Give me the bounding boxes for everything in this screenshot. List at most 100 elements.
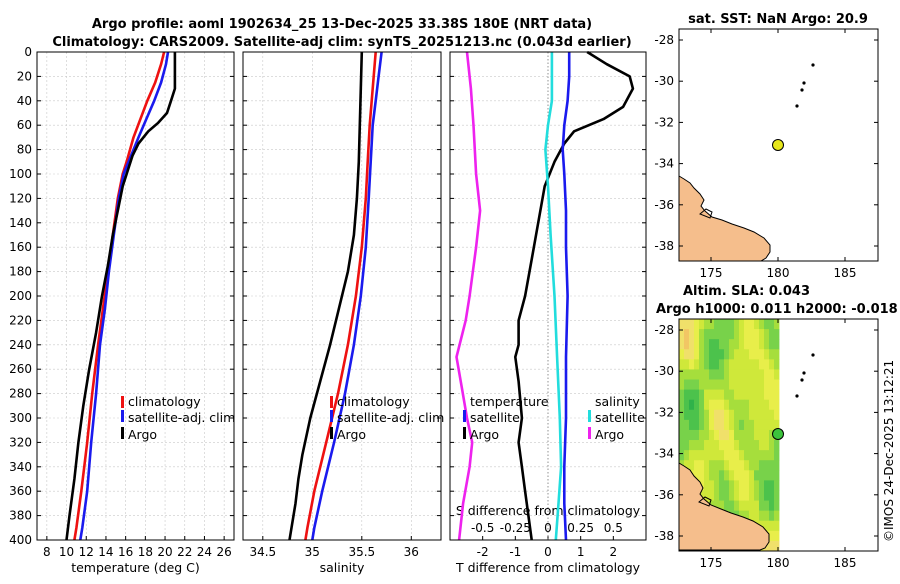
sla-cell	[764, 349, 770, 360]
sla-cell	[709, 460, 715, 471]
sla-cell	[774, 319, 780, 330]
sla-cell	[709, 419, 715, 431]
sla-cell	[714, 409, 720, 421]
sla-cell	[739, 329, 745, 340]
sla-cell	[769, 429, 775, 441]
sla-cell	[769, 409, 775, 421]
sla-cell	[684, 359, 690, 370]
x-tick-label: 8	[43, 545, 51, 559]
sla-cell	[724, 379, 730, 391]
sla-cell	[724, 500, 730, 512]
sla-cell	[699, 369, 705, 380]
sla-cell	[714, 480, 720, 491]
sla-cell	[679, 429, 685, 441]
series-climatology	[304, 51, 377, 541]
sla-cell	[699, 440, 705, 451]
sla-cell	[754, 329, 760, 340]
sla-cell	[729, 480, 735, 491]
sla-cell	[729, 419, 735, 431]
series-argo	[288, 51, 364, 541]
temperature-legend: climatology satellite-adj. clim Argo	[121, 394, 235, 442]
sla-cell	[714, 450, 720, 461]
sla-cell	[704, 419, 710, 431]
sla-cell	[769, 319, 775, 330]
sla-cell	[679, 389, 685, 401]
island-dot	[800, 378, 804, 382]
sla-cell	[719, 319, 725, 330]
legend-swatch-satellite	[330, 410, 333, 422]
y-tick-label: 140	[9, 216, 32, 230]
sla-cell	[694, 389, 700, 401]
sla-cell	[689, 440, 695, 451]
sla-cell	[769, 540, 775, 552]
sla-cell	[709, 349, 715, 360]
sla-cell	[749, 470, 755, 481]
map-y-tick-label: -34	[654, 447, 674, 461]
sla-cell	[739, 510, 745, 522]
sla-cell	[714, 419, 720, 431]
sla-cell	[764, 510, 770, 522]
sla-cell	[759, 349, 765, 360]
legend-label-satellite: satellite-adj. clim	[337, 410, 444, 425]
sla-cell	[749, 409, 755, 421]
sla-cell	[739, 319, 745, 330]
legend-swatch-sal-satellite	[588, 410, 591, 422]
sla-cell	[729, 389, 735, 401]
map-y-tick-label: -30	[654, 364, 674, 378]
series-temperature-satellite	[561, 52, 571, 541]
sla-cell	[729, 329, 735, 340]
sla-cell	[704, 349, 710, 360]
sla-cell	[694, 339, 700, 350]
sla-cell	[749, 510, 755, 522]
sla-cell	[694, 440, 700, 451]
sla-cell	[694, 409, 700, 421]
sla-cell	[764, 460, 770, 471]
sla-cell	[694, 369, 700, 380]
legend-label-climatology: climatology	[128, 394, 201, 409]
y-tick-label: 200	[9, 289, 32, 303]
sla-cell	[694, 450, 700, 461]
sla-cell	[689, 379, 695, 391]
sla-cell	[724, 460, 730, 471]
top-tick-label: -0.25	[500, 521, 531, 535]
sla-cell	[724, 339, 730, 350]
sla-cell	[684, 369, 690, 380]
sla-cell	[739, 409, 745, 421]
map-y-tick-label: -28	[654, 323, 674, 337]
sla-cell	[734, 450, 740, 461]
sla-cell	[749, 480, 755, 491]
sla-cell	[729, 490, 735, 501]
sla-cell	[714, 389, 720, 401]
sla-cell	[759, 440, 765, 451]
island-outline	[698, 496, 712, 507]
sla-cell	[704, 429, 710, 441]
x-tick-label: 20	[157, 545, 172, 559]
sla-cell	[704, 329, 710, 340]
sla-cell	[754, 319, 760, 330]
difference-legend-salinity: salinity satellite Argo	[588, 394, 645, 442]
y-tick-label: 100	[9, 167, 32, 181]
sla-cell	[679, 440, 685, 451]
salinity-legend: climatology satellite-adj. clim Argo	[330, 394, 444, 442]
sla-cell	[754, 429, 760, 441]
sla-cell	[744, 329, 750, 340]
y-tick-label: 0	[24, 45, 32, 59]
map-y-tick-label: -32	[654, 405, 674, 419]
sla-cell	[774, 530, 780, 542]
sla-cell	[754, 510, 760, 522]
sla-cell	[689, 349, 695, 360]
sla-cell	[734, 409, 740, 421]
sla-cell	[759, 399, 765, 411]
y-tick-label: 60	[17, 118, 32, 132]
sla-cell	[694, 319, 700, 330]
sla-cell	[764, 409, 770, 421]
sla-cell	[724, 349, 730, 360]
sla-cell	[759, 369, 765, 380]
sla-cell	[679, 349, 685, 360]
x-tick-label: 0	[544, 545, 552, 559]
sla-cell	[764, 329, 770, 340]
sst-map-ticks: 175 180 185 -28 -30 -32 -34 -36 -38	[654, 29, 878, 280]
island-dot	[795, 394, 799, 398]
sla-cell	[774, 419, 780, 431]
sla-cell	[774, 520, 780, 532]
